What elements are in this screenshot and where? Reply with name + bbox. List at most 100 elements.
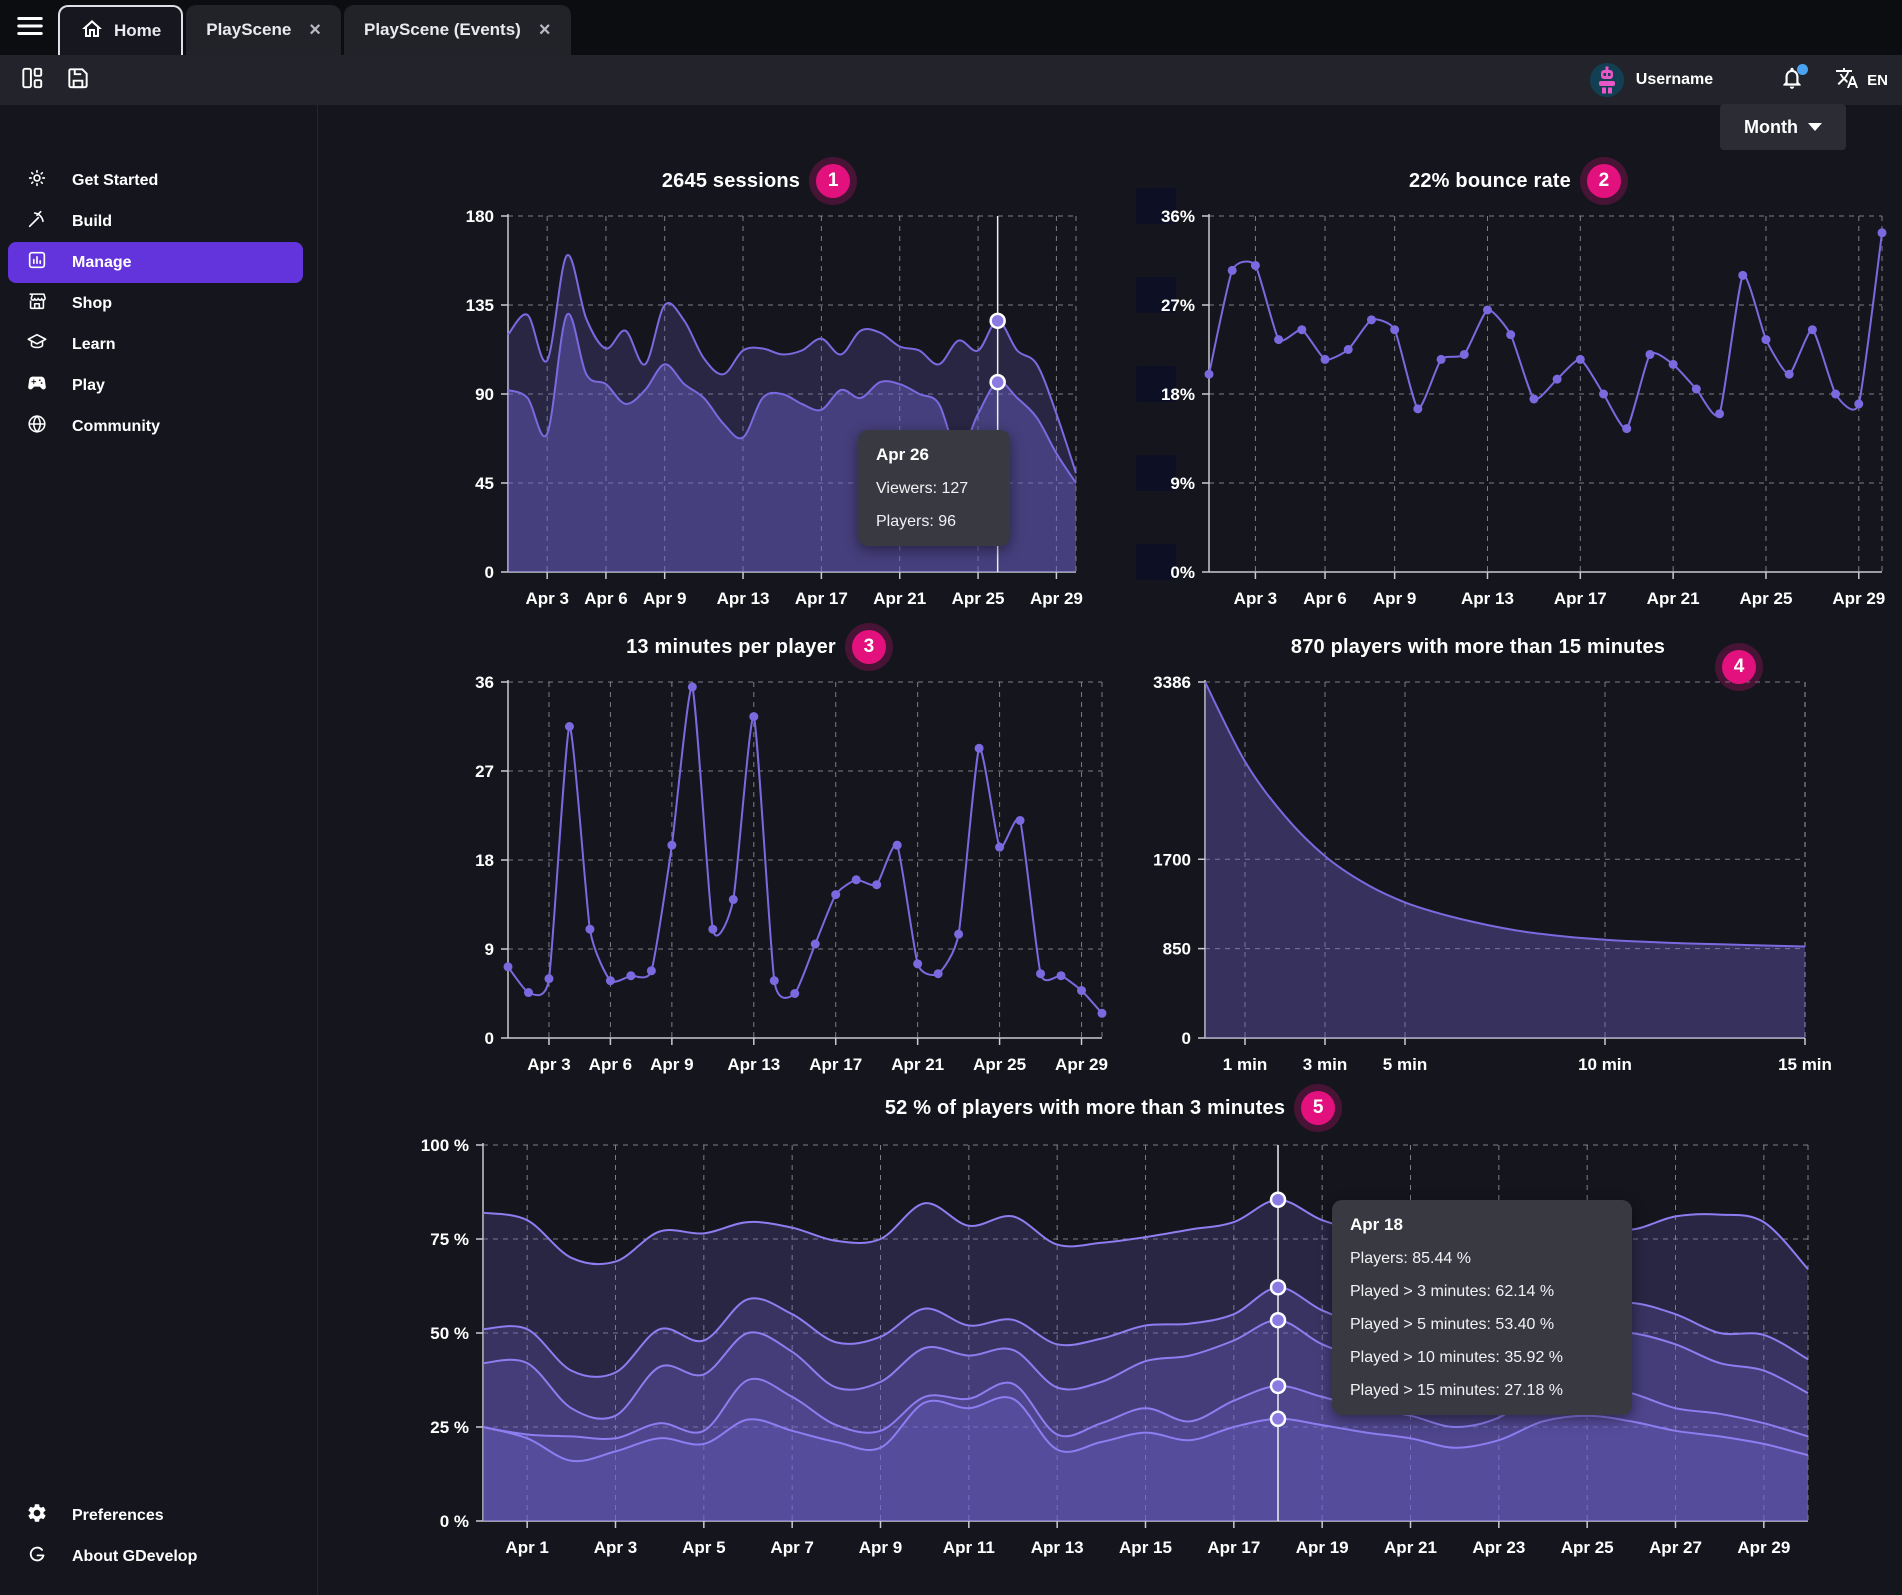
svg-text:Apr 23: Apr 23	[1472, 1538, 1525, 1557]
storefront-icon	[26, 290, 48, 317]
tab-playscene-events[interactable]: PlayScene (Events) ×	[343, 5, 571, 55]
svg-text:Apr 15: Apr 15	[1119, 1538, 1172, 1557]
svg-text:3 min: 3 min	[1303, 1055, 1347, 1074]
svg-text:0 %: 0 %	[440, 1512, 469, 1531]
sidebar-item-community[interactable]: Community	[8, 406, 303, 447]
tooltip-row: Played > 5 minutes: 53.40 %	[1350, 1316, 1555, 1333]
svg-text:Apr 13: Apr 13	[717, 589, 770, 608]
svg-text:Apr 3: Apr 3	[527, 1055, 570, 1074]
sidebar-item-preferences[interactable]: Preferences	[8, 1495, 303, 1536]
chart-title: 13 minutes per player	[626, 635, 836, 658]
sidebar-item-label: Community	[72, 417, 160, 435]
retention-chart-panel: 870 players with more than 15 minutes 4 …	[1128, 624, 1832, 1090]
svg-text:Apr 25: Apr 25	[1561, 1538, 1614, 1557]
translate-icon	[1835, 66, 1859, 95]
panels-button[interactable]	[14, 62, 50, 98]
tooltip-row: Players: 85.44 %	[1350, 1250, 1471, 1267]
gamepad-icon	[26, 372, 48, 399]
svg-text:Apr 25: Apr 25	[973, 1055, 1026, 1074]
hamburger-icon	[15, 11, 45, 46]
svg-text:5 min: 5 min	[1383, 1055, 1427, 1074]
sidebar-item-get-started[interactable]: Get Started	[8, 160, 303, 201]
svg-text:Apr 21: Apr 21	[873, 589, 926, 608]
minutes-per-player-chart[interactable]: 0 9 18 27 36 Apr 3 Apr 6 Apr 9 Apr 13 Apr 17 Apr 2…	[400, 670, 1112, 1090]
tooltip-title: Apr 26	[876, 445, 929, 464]
username-label[interactable]: Username	[1635, 71, 1714, 88]
tooltip-row: Viewers: 127	[876, 480, 969, 497]
chart-title: 22% bounce rate	[1409, 169, 1571, 192]
tooltip-row: Played > 15 minutes: 27.18 %	[1350, 1382, 1564, 1399]
svg-text:Apr 6: Apr 6	[584, 589, 627, 608]
close-icon[interactable]: ×	[309, 19, 321, 41]
sidebar-item-play[interactable]: Play	[8, 365, 303, 406]
panels-icon	[19, 65, 45, 96]
period-dropdown[interactable]: Month	[1720, 104, 1846, 150]
notifications-button[interactable]	[1775, 63, 1809, 97]
tab-playscene[interactable]: PlayScene ×	[186, 5, 341, 55]
svg-text:90: 90	[475, 385, 494, 404]
svg-text:Apr 1: Apr 1	[505, 1538, 548, 1557]
svg-text:18: 18	[475, 851, 494, 870]
bounce-rate-chart[interactable]: 0% 9% 18% 27% 36% Apr 3 Apr 6 Apr 9 Apr 13 Apr 17…	[1128, 188, 1902, 624]
step-badge-1: 1	[816, 164, 851, 198]
svg-text:Apr 5: Apr 5	[682, 1538, 725, 1557]
tab-label: PlayScene	[206, 20, 292, 39]
svg-text:Apr 17: Apr 17	[1207, 1538, 1260, 1557]
svg-text:3386: 3386	[1153, 673, 1191, 692]
sidebar-item-shop[interactable]: Shop	[8, 283, 303, 324]
svg-text:15 min: 15 min	[1778, 1055, 1832, 1074]
svg-text:Apr 17: Apr 17	[795, 589, 848, 608]
bell-icon	[1779, 65, 1805, 96]
svg-text:Apr 21: Apr 21	[891, 1055, 944, 1074]
svg-text:Apr 13: Apr 13	[1461, 589, 1514, 608]
sidebar: Get Started Build Manage Shop	[0, 105, 318, 1595]
svg-text:0: 0	[485, 1029, 494, 1048]
svg-text:50 %: 50 %	[430, 1324, 469, 1343]
tab-bar: Home PlayScene × PlayScene (Events) ×	[0, 0, 1902, 55]
pickaxe-icon	[26, 208, 48, 235]
step-badge-3: 3	[851, 630, 886, 664]
sidebar-item-build[interactable]: Build	[8, 201, 303, 242]
retention-chart[interactable]: 0 850 1700 3386 1 min 3 min 5 min 10 min 15 min	[1128, 670, 1832, 1090]
svg-text:1700: 1700	[1153, 850, 1191, 869]
svg-text:Apr 9: Apr 9	[1373, 589, 1416, 608]
svg-text:Apr 29: Apr 29	[1030, 589, 1083, 608]
svg-text:Apr 7: Apr 7	[770, 1538, 813, 1557]
sidebar-item-learn[interactable]: Learn	[8, 324, 303, 365]
analytics-icon	[26, 249, 48, 276]
sessions-chart[interactable]: 0 45 90 135 180 Apr 3 Apr 6 Apr 9 Apr 13 Apr 17 Ap…	[400, 204, 1112, 624]
close-icon[interactable]: ×	[538, 19, 551, 41]
svg-text:Apr 11: Apr 11	[943, 1538, 995, 1557]
svg-text:Apr 29: Apr 29	[1737, 1538, 1790, 1557]
save-button[interactable]	[60, 62, 96, 98]
language-selector[interactable]: EN	[1835, 66, 1888, 95]
sidebar-item-about[interactable]: About GDevelop	[8, 1536, 303, 1577]
svg-text:45: 45	[475, 474, 494, 493]
save-icon	[65, 65, 91, 96]
svg-text:850: 850	[1163, 940, 1191, 959]
svg-text:Apr 3: Apr 3	[525, 589, 568, 608]
svg-text:27%: 27%	[1161, 296, 1195, 315]
svg-text:75 %: 75 %	[430, 1230, 469, 1249]
sidebar-item-label: Play	[72, 376, 105, 394]
chart-title: 2645 sessions	[661, 169, 801, 192]
gear-icon	[26, 1502, 48, 1529]
toolbar: Username EN	[0, 55, 1902, 105]
sidebar-item-manage[interactable]: Manage	[8, 242, 303, 283]
chart-title: 870 players with more than 15 minutes	[1290, 635, 1666, 658]
svg-text:100 %: 100 %	[421, 1136, 469, 1155]
svg-text:Apr 21: Apr 21	[1647, 589, 1700, 608]
tab-home[interactable]: Home	[58, 5, 184, 55]
svg-text:Apr 29: Apr 29	[1055, 1055, 1108, 1074]
tooltip-row: Played > 10 minutes: 35.92 %	[1350, 1349, 1564, 1366]
play-duration-chart[interactable]: 0 % 25 % 50 % 75 % 100 % Apr 1 Apr 3 Apr 5 Apr 7…	[360, 1131, 1860, 1585]
svg-text:1 min: 1 min	[1223, 1055, 1267, 1074]
period-label: Month	[1744, 116, 1798, 137]
main-menu-button[interactable]	[8, 6, 52, 50]
svg-text:0: 0	[1182, 1029, 1191, 1048]
avatar[interactable]	[1589, 63, 1624, 97]
globe-icon	[26, 413, 48, 440]
svg-text:10 min: 10 min	[1578, 1055, 1632, 1074]
svg-text:Apr 21: Apr 21	[1384, 1538, 1437, 1557]
